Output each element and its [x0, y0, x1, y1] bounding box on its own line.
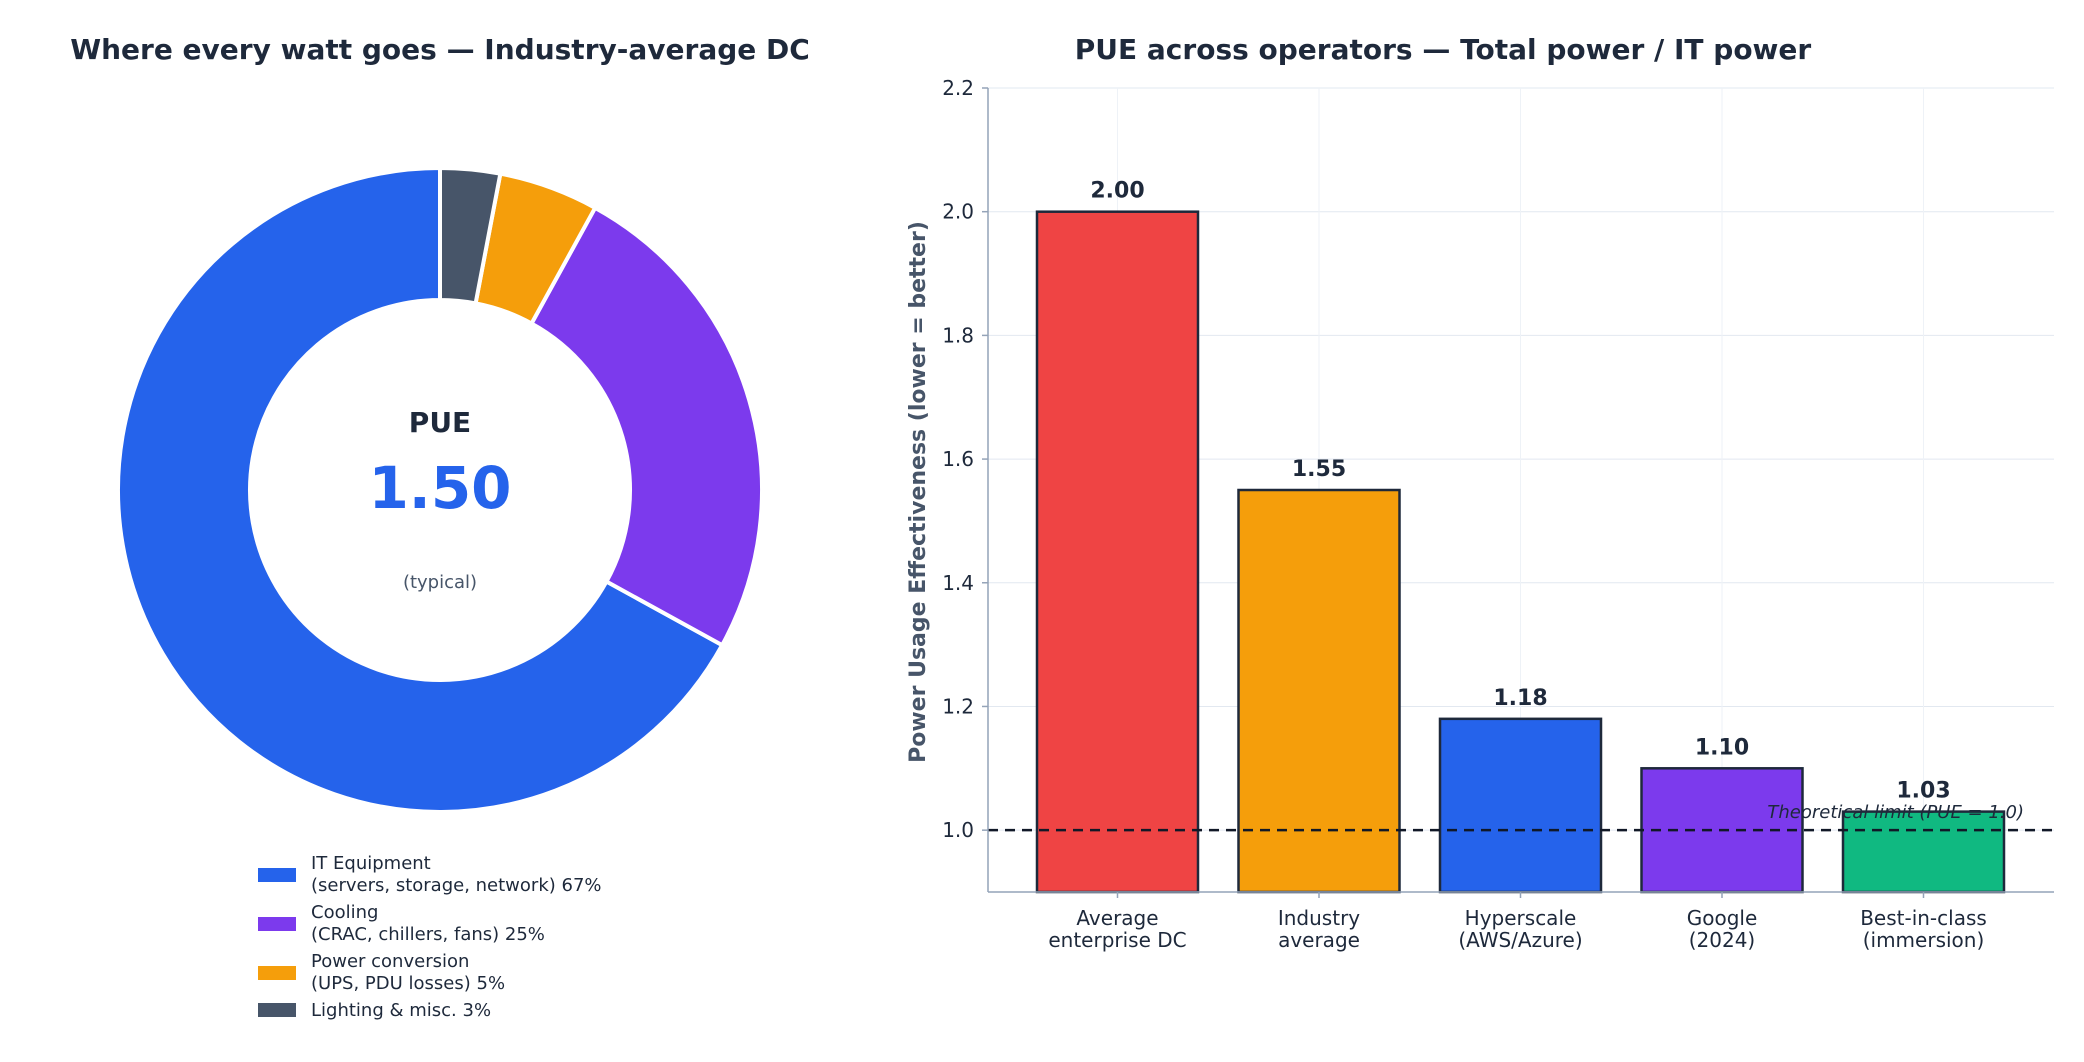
bar-2 — [1438, 717, 1603, 894]
x-tick-label-2: Hyperscale (AWS/Azure) — [1458, 906, 1582, 952]
bar-value-label-1: 1.55 — [1292, 457, 1346, 482]
legend-swatch-0 — [258, 868, 296, 882]
y-tick-label-3: 1.6 — [942, 447, 974, 471]
legend-label-0: IT Equipment (servers, storage, network) … — [311, 853, 602, 896]
x-tick-label-3: Google (2024) — [1687, 906, 1758, 952]
bar-value-label-3: 1.10 — [1695, 735, 1749, 760]
y-tick-label-0: 1.0 — [942, 818, 974, 842]
x-tick-label-4: Best-in-class (immersion) — [1860, 906, 1987, 952]
donut-slice-1 — [528, 205, 764, 648]
bar-1 — [1237, 488, 1401, 894]
bar-value-label-0: 2.00 — [1090, 179, 1144, 204]
bar-0 — [1035, 210, 1200, 894]
donut-center-value: 1.50 — [368, 454, 511, 522]
bar-value-labels: 2.00 1.55 1.18 1.10 1.03 — [1090, 179, 1950, 804]
x-tick-label-0: Average enterprise DC — [1048, 906, 1186, 952]
reference-line-label: Theoretical limit (PUE = 1.0) — [1767, 802, 2024, 823]
legend-swatch-1 — [258, 917, 296, 931]
legend-swatch-3 — [258, 1003, 296, 1017]
bar-value-label-2: 1.18 — [1493, 686, 1547, 711]
donut-center-label: PUE — [409, 406, 471, 439]
legend-label-2: Power conversion (UPS, PDU losses) 5% — [311, 951, 505, 994]
bar-4 — [1841, 810, 2006, 894]
x-tick-label-1: Industry average — [1278, 906, 1360, 952]
donut-title: Where every watt goes — Industry-average… — [70, 33, 810, 66]
y-tick-label-6: 2.2 — [942, 76, 974, 100]
bar-y-axis-ticks: 1.0 1.2 1.4 1.6 1.8 2.0 2.2 — [942, 76, 988, 842]
donut-center-note: (typical) — [403, 572, 477, 593]
bar-panel: PUE across operators — Total power / IT … — [906, 33, 2054, 952]
y-tick-label-4: 1.8 — [942, 323, 974, 347]
donut-legend: IT Equipment (servers, storage, network) … — [258, 853, 602, 1021]
bar-value-label-4: 1.03 — [1896, 779, 1950, 804]
donut-slice-3 — [438, 165, 503, 306]
legend-swatch-2 — [258, 966, 296, 980]
bar-x-axis-labels: Average enterprise DC Industry average Hyper… — [1048, 892, 1987, 952]
y-tick-label-1: 1.2 — [942, 694, 974, 718]
bar-y-axis-label: Power Usage Effectiveness (lower = bette… — [906, 221, 931, 763]
bar-series — [1035, 210, 2006, 894]
reference-line-group: Theoretical limit (PUE = 1.0) — [988, 802, 2054, 832]
y-tick-label-2: 1.4 — [942, 571, 974, 595]
bar-title: PUE across operators — Total power / IT … — [1075, 33, 1812, 66]
legend-label-1: Cooling (CRAC, chillers, fans) 25% — [311, 902, 545, 945]
donut-panel: Where every watt goes — Industry-average… — [70, 33, 810, 1021]
donut-slice-0 — [116, 165, 725, 814]
donut-slices — [116, 165, 764, 814]
legend-label-3: Lighting & misc. 3% — [311, 1000, 491, 1021]
y-tick-label-5: 2.0 — [942, 200, 974, 224]
